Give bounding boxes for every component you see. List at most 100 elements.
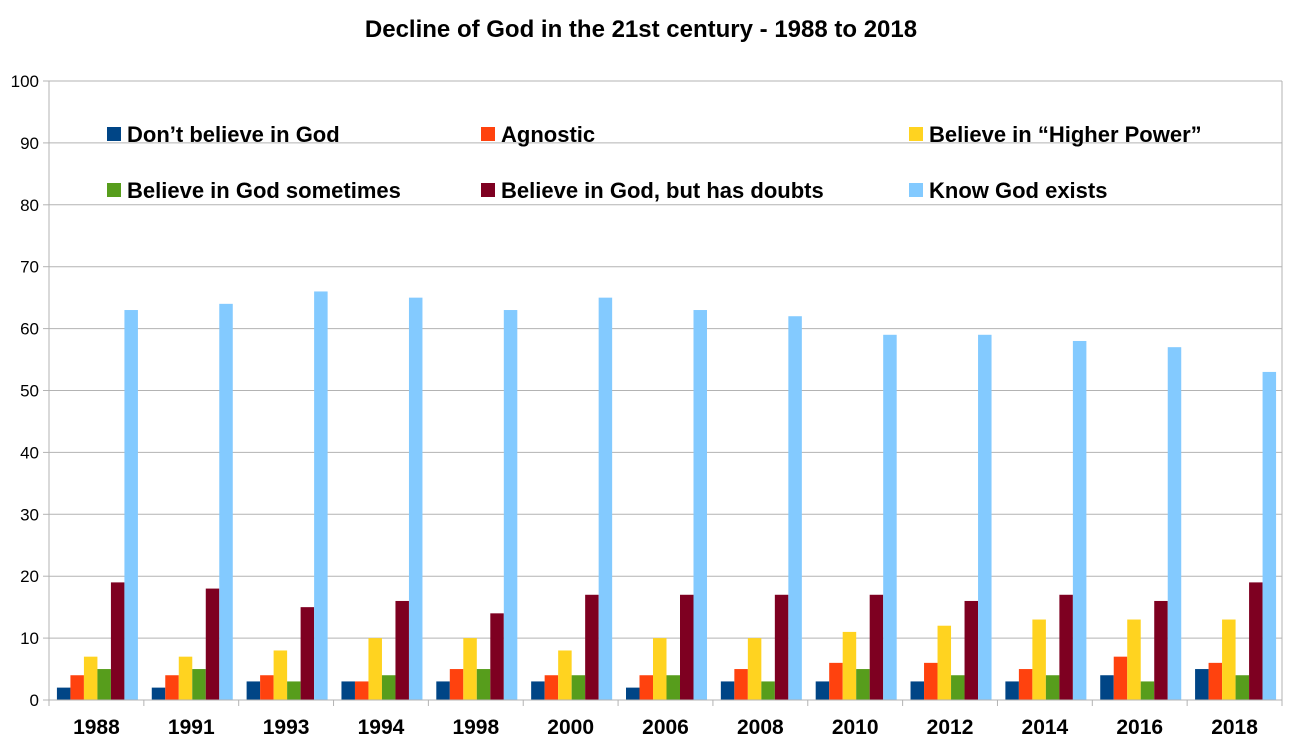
bar-1998-series-5 bbox=[503, 310, 518, 700]
bar-2000-series-5 bbox=[598, 297, 613, 700]
bar-2000-series-4 bbox=[585, 594, 599, 700]
x-axis: 1988 1991 1993 1994 1998 2000 2006 2008 2010 2012… bbox=[48, 699, 1283, 739]
x-tick-label: 1991 bbox=[168, 716, 215, 739]
bar-2010-series-1 bbox=[829, 662, 843, 700]
bar-2000-series-3 bbox=[571, 675, 586, 700]
gridlines bbox=[49, 80, 1282, 701]
legend-label: Agnostic bbox=[501, 122, 595, 147]
bar-2012-series-2 bbox=[937, 625, 952, 700]
bar-2012-series-0 bbox=[910, 681, 925, 700]
bar-1993-series-5 bbox=[314, 291, 328, 700]
y-tick-label: 30 bbox=[20, 505, 39, 524]
bar-1991-series-0 bbox=[151, 687, 166, 700]
x-tick-label: 2014 bbox=[1022, 716, 1069, 739]
bar-2006-series-3 bbox=[666, 675, 680, 700]
bar-2008-series-1 bbox=[734, 669, 748, 700]
bar-2014-series-4 bbox=[1059, 594, 1073, 700]
x-tick-label: 1993 bbox=[263, 716, 310, 739]
bar-2008-series-0 bbox=[720, 681, 735, 700]
bar-2012-series-4 bbox=[964, 600, 979, 700]
bar-2010-series-0 bbox=[815, 681, 830, 700]
bar-1993-series-2 bbox=[273, 650, 288, 700]
bar-1993-series-4 bbox=[300, 607, 315, 700]
legend-label: Know God exists bbox=[929, 178, 1107, 203]
legend-swatch bbox=[107, 127, 121, 141]
bar-2016-series-3 bbox=[1140, 681, 1155, 700]
bar-2018-series-4 bbox=[1249, 582, 1263, 700]
bar-1994-series-1 bbox=[354, 681, 369, 700]
y-tick-label: 90 bbox=[20, 134, 39, 153]
legend: Don’t believe in God Agnostic Believe in “… bbox=[107, 122, 1202, 203]
bar-2006-series-1 bbox=[639, 675, 653, 700]
bar-1998-series-1 bbox=[449, 669, 464, 700]
bar-2018-series-5 bbox=[1262, 371, 1277, 700]
bar-1994-series-3 bbox=[381, 675, 396, 700]
bar-2006-series-5 bbox=[693, 310, 707, 700]
x-tick-label: 2010 bbox=[832, 716, 879, 739]
bar-2018-series-3 bbox=[1235, 675, 1250, 700]
bar-2018-series-1 bbox=[1208, 662, 1223, 700]
bar-1988-series-2 bbox=[83, 656, 98, 700]
bar-2016-series-4 bbox=[1154, 600, 1168, 700]
bar-2012-series-1 bbox=[924, 662, 938, 700]
x-tick-label: 2008 bbox=[737, 716, 784, 739]
x-tick-label: 2006 bbox=[642, 716, 689, 739]
bar-2000-series-0 bbox=[531, 681, 545, 700]
bar-1988-series-4 bbox=[110, 582, 125, 700]
y-tick-label: 100 bbox=[11, 72, 39, 91]
y-tick-label: 80 bbox=[20, 196, 39, 215]
bar-2010-series-2 bbox=[842, 631, 857, 700]
bar-1993-series-3 bbox=[287, 681, 301, 700]
bar-2016-series-0 bbox=[1100, 675, 1114, 700]
bar-2014-series-0 bbox=[1005, 681, 1019, 700]
legend-swatch bbox=[481, 183, 495, 197]
bar-2008-series-2 bbox=[747, 638, 762, 700]
legend-swatch bbox=[481, 127, 495, 141]
bar-2008-series-4 bbox=[774, 594, 789, 700]
bar-2008-series-3 bbox=[761, 681, 775, 700]
y-tick-label: 10 bbox=[20, 629, 39, 648]
x-tick-label: 2016 bbox=[1116, 716, 1163, 739]
bar-2006-series-4 bbox=[680, 594, 694, 700]
legend-swatch bbox=[909, 183, 923, 197]
bar-2010-series-3 bbox=[856, 669, 870, 700]
y-tick-label: 60 bbox=[20, 320, 39, 339]
x-tick-label: 2012 bbox=[927, 716, 974, 739]
y-tick-label: 0 bbox=[30, 691, 39, 710]
y-tick-label: 50 bbox=[20, 382, 39, 401]
x-tick-label: 1994 bbox=[358, 716, 405, 739]
bar-1994-series-0 bbox=[341, 681, 355, 700]
y-axis: 0 10 20 30 40 50 60 70 80 90 100 bbox=[11, 72, 1283, 710]
bar-2012-series-5 bbox=[978, 334, 992, 700]
legend-label: Believe in God sometimes bbox=[127, 178, 401, 203]
bar-1993-series-0 bbox=[246, 681, 261, 700]
y-tick-label: 70 bbox=[20, 258, 39, 277]
bar-2014-series-1 bbox=[1018, 669, 1033, 700]
bar-1994-series-5 bbox=[408, 297, 423, 700]
bars bbox=[56, 291, 1277, 700]
y-tick-label: 20 bbox=[20, 567, 39, 586]
bar-1988-series-3 bbox=[97, 669, 111, 700]
legend-swatch bbox=[107, 183, 121, 197]
legend-label: Believe in God, but has doubts bbox=[501, 178, 824, 203]
bar-2018-series-2 bbox=[1222, 619, 1236, 700]
bar-2014-series-3 bbox=[1045, 675, 1060, 700]
bar-2010-series-4 bbox=[869, 594, 884, 700]
x-tick-label: 1998 bbox=[452, 716, 499, 739]
bar-1991-series-4 bbox=[205, 588, 220, 700]
legend-label: Believe in “Higher Power” bbox=[929, 122, 1202, 147]
bar-2018-series-0 bbox=[1195, 669, 1209, 700]
bar-1991-series-3 bbox=[192, 669, 206, 700]
bar-1998-series-4 bbox=[490, 613, 504, 700]
bar-2012-series-3 bbox=[951, 675, 965, 700]
bar-2014-series-5 bbox=[1072, 340, 1087, 700]
bar-2016-series-1 bbox=[1113, 656, 1128, 700]
bar-2016-series-5 bbox=[1167, 347, 1182, 700]
x-tick-label: 2000 bbox=[547, 716, 594, 739]
bar-2014-series-2 bbox=[1032, 619, 1046, 700]
bar-1998-series-0 bbox=[436, 681, 450, 700]
bar-1991-series-2 bbox=[178, 656, 193, 700]
bar-1993-series-1 bbox=[260, 675, 274, 700]
bar-2016-series-2 bbox=[1127, 619, 1141, 700]
